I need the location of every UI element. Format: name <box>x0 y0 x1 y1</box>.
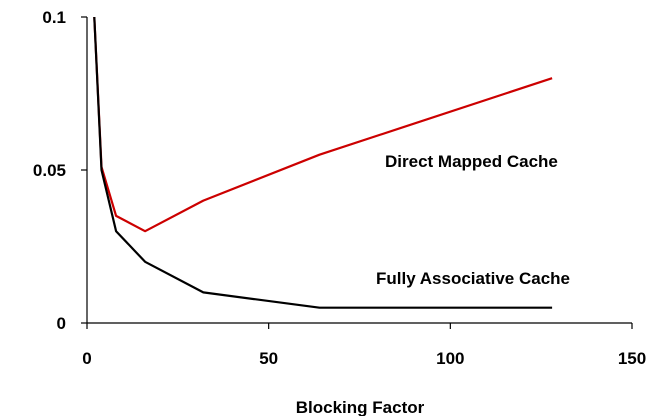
x-tick-label: 150 <box>618 349 646 368</box>
y-tick-label: 0.1 <box>42 8 66 27</box>
series-line-fully-associative-cache <box>93 16 553 309</box>
series-label-direct-mapped-cache: Direct Mapped Cache <box>385 152 558 171</box>
x-axis-label: Blocking Factor <box>296 398 425 416</box>
y-tick-label: 0 <box>57 314 66 333</box>
tick-marks <box>81 16 633 329</box>
series-label-fully-associative-cache: Fully Associative Cache <box>376 269 570 288</box>
x-tick-label: 50 <box>259 349 278 368</box>
tick-labels: 0 50 100 150 0 0.05 0.1 <box>33 8 646 368</box>
series-line-direct-mapped-cache <box>93 16 553 233</box>
x-tick-label: 0 <box>82 349 91 368</box>
y-tick-label: 0.05 <box>33 161 66 180</box>
series-labels: Direct Mapped Cache Fully Associative Cac… <box>376 152 570 288</box>
x-tick-label: 100 <box>436 349 464 368</box>
series-lines <box>93 16 553 309</box>
